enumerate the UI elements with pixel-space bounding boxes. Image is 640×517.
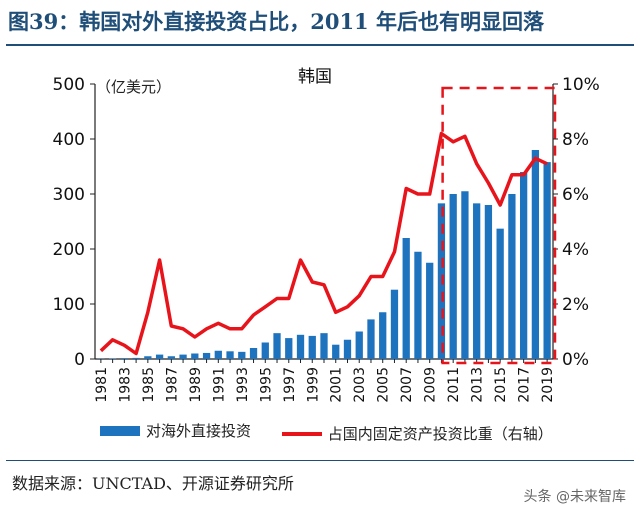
y-axis-unit-label: （亿美元） bbox=[96, 78, 171, 96]
bar bbox=[144, 356, 152, 359]
bar bbox=[296, 334, 305, 359]
bar bbox=[531, 150, 540, 359]
bar bbox=[508, 194, 516, 359]
bar bbox=[249, 348, 258, 359]
bar bbox=[484, 205, 493, 359]
bar bbox=[261, 342, 269, 359]
x-tick-label: 2007 bbox=[399, 367, 415, 403]
y2-tick-label: 0% bbox=[562, 350, 589, 370]
bar bbox=[461, 191, 469, 359]
share-line bbox=[99, 131, 548, 356]
legend-item-bars: 对海外直接投资 bbox=[100, 420, 251, 441]
bar bbox=[355, 331, 363, 359]
y-tick-label: 300 bbox=[53, 185, 85, 205]
y-tick-label: 400 bbox=[53, 130, 85, 150]
bar bbox=[449, 194, 457, 359]
x-tick-label: 2017 bbox=[517, 367, 533, 403]
x-tick-label: 1987 bbox=[164, 367, 180, 403]
bar bbox=[202, 352, 211, 359]
x-tick-label: 1983 bbox=[117, 367, 133, 403]
x-tick-label: 2005 bbox=[376, 367, 392, 403]
bar bbox=[343, 339, 352, 359]
bar bbox=[120, 358, 128, 359]
y2-tick-label: 10% bbox=[562, 75, 600, 95]
watermark: 头条 @未来智库 bbox=[523, 489, 626, 505]
bar bbox=[191, 353, 199, 359]
x-tick-label: 2011 bbox=[446, 367, 462, 403]
bar bbox=[320, 333, 328, 359]
bar bbox=[414, 251, 422, 359]
y2-tick-label: 8% bbox=[562, 130, 589, 150]
source-note: 数据来源：UNCTAD、开源证券研究所 bbox=[12, 474, 294, 493]
bar bbox=[473, 203, 481, 359]
y-tick-label: 200 bbox=[53, 240, 85, 260]
x-tick-label: 2001 bbox=[329, 367, 345, 403]
bars-layer bbox=[97, 150, 551, 359]
bar bbox=[214, 350, 222, 359]
y2-tick-label: 2% bbox=[562, 295, 589, 315]
x-tick-label: 2019 bbox=[540, 367, 556, 403]
x-tick-label: 2013 bbox=[470, 367, 486, 403]
legend-line-label: 占国内固定资产投资比重（右轴） bbox=[327, 425, 553, 443]
x-tick-label: 2003 bbox=[352, 367, 368, 403]
bar bbox=[543, 162, 551, 359]
y2-tick-label: 4% bbox=[562, 240, 589, 260]
bar bbox=[379, 312, 387, 359]
legend-bar-swatch bbox=[100, 425, 140, 436]
bar bbox=[179, 354, 187, 359]
bar bbox=[332, 344, 340, 359]
chart-legend: 对海外直接投资 占国内固定资产投资比重（右轴） bbox=[100, 420, 579, 444]
axes-layer: 0 100 200 300 400 500 0% 2% 4% 6% 8% 10% 1981 1983 198… bbox=[53, 75, 600, 403]
y-tick-label: 100 bbox=[53, 295, 85, 315]
bar bbox=[367, 319, 375, 359]
x-tick-label: 1999 bbox=[305, 367, 321, 403]
bar bbox=[273, 333, 281, 359]
bar bbox=[108, 358, 117, 359]
bar bbox=[285, 338, 293, 359]
figure-title: 图39：韩国对外直接投资占比，2011 年后也有明显回落 bbox=[8, 9, 544, 34]
bar bbox=[390, 289, 399, 359]
bar bbox=[167, 356, 175, 359]
legend-item-line: 占国内固定资产投资比重（右轴） bbox=[281, 423, 553, 444]
x-tick-label: 2015 bbox=[493, 367, 509, 403]
bar bbox=[226, 351, 234, 359]
bar bbox=[155, 354, 164, 359]
source-divider bbox=[6, 460, 634, 461]
bar bbox=[402, 238, 410, 359]
x-tick-label: 1997 bbox=[282, 367, 298, 403]
highlight-layer bbox=[441, 86, 557, 365]
bar bbox=[520, 172, 528, 359]
bar bbox=[238, 351, 246, 359]
x-tick-label: 1989 bbox=[188, 367, 204, 403]
x-tick-label: 1993 bbox=[235, 367, 251, 403]
y-tick-label: 0 bbox=[74, 350, 85, 370]
bar bbox=[132, 357, 140, 359]
x-tick-label: 1985 bbox=[141, 367, 157, 403]
title-divider bbox=[6, 44, 634, 46]
y2-tick-label: 6% bbox=[562, 185, 589, 205]
chart-area: 0 100 200 300 400 500 0% 2% 4% 6% 8% 10% 1981 1983 198… bbox=[53, 67, 600, 403]
highlight-box bbox=[441, 86, 557, 365]
x-tick-label: 1995 bbox=[258, 367, 274, 403]
x-tick-label: 1981 bbox=[94, 367, 110, 403]
y-tick-label: 500 bbox=[53, 75, 85, 95]
legend-line-swatch bbox=[281, 431, 322, 436]
x-tick-label: 2009 bbox=[423, 367, 439, 403]
line-layer bbox=[99, 131, 548, 356]
chart-title: 韩国 bbox=[298, 67, 332, 87]
bar bbox=[426, 262, 434, 359]
x-tick-label: 1991 bbox=[211, 367, 227, 403]
bar bbox=[496, 228, 504, 359]
legend-bar-label: 对海外直接投资 bbox=[146, 422, 252, 440]
bar bbox=[308, 335, 316, 359]
